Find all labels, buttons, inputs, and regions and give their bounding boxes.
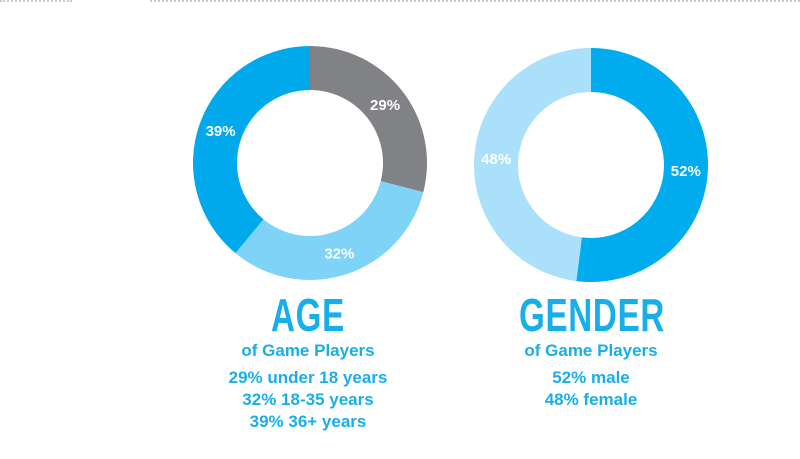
age-slice-36-plus <box>192 46 310 254</box>
gender-slice-male <box>576 48 708 282</box>
age-legend-item-18-35: 32% 18-35 years <box>242 390 374 409</box>
age-slice-label-18-35: 32% <box>324 245 354 262</box>
top-dotted-rule-left <box>0 0 72 2</box>
gender-slice-female <box>473 48 591 282</box>
age-slice-label-36-plus: 39% <box>206 123 236 140</box>
age-caption: AGE of Game Players 29% under 18 years 3… <box>208 292 408 433</box>
age-slice-under-18 <box>310 46 427 193</box>
age-title: AGE <box>271 289 345 341</box>
gender-legend: 52% male 48% female <box>491 367 691 411</box>
age-donut-chart: 29% 32% 39% <box>192 46 427 281</box>
gender-legend-item-male: 52% male <box>552 368 630 387</box>
gender-legend-item-female: 48% female <box>544 390 638 409</box>
gender-slice-label-female: 48% <box>481 151 511 168</box>
age-legend-item-under-18: 29% under 18 years <box>228 368 388 387</box>
gender-title: GENDER <box>519 289 666 341</box>
gender-caption: GENDER of Game Players 52% male 48% fema… <box>491 292 691 411</box>
age-slice-18-35 <box>235 181 424 281</box>
gender-subtitle: of Game Players <box>524 341 658 360</box>
age-slice-label-under-18: 29% <box>370 97 400 114</box>
age-legend-item-36-plus: 39% 36+ years <box>249 412 367 431</box>
age-subtitle: of Game Players <box>241 341 375 360</box>
age-legend: 29% under 18 years 32% 18-35 years 39% 3… <box>208 367 408 433</box>
gender-donut-chart: 52% 48% <box>473 48 708 282</box>
top-dotted-rule-right <box>150 0 800 2</box>
gender-slice-label-male: 52% <box>671 163 701 180</box>
